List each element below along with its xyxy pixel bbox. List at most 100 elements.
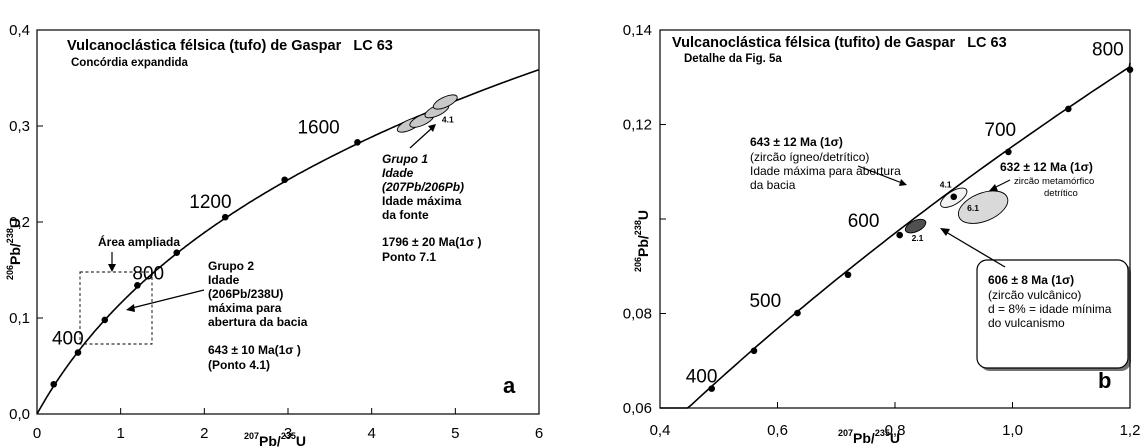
x-tick-label: 0,6 — [767, 422, 788, 439]
y-tick-label: 0,3 — [9, 118, 30, 135]
x-tick-label: 1,2 — [1120, 422, 1141, 439]
group1-age: 1796 ± 20 Ma(1σ ) — [382, 235, 482, 249]
annotation-line: detrítico — [1044, 188, 1078, 199]
annotation-line: da bacia — [750, 178, 796, 192]
concordia-age-point — [1005, 148, 1012, 156]
annotation-arrowhead — [899, 179, 907, 186]
annotation-line: zircão metamórfico — [1014, 176, 1094, 187]
group1-arrow — [409, 127, 433, 149]
group1-line: da fonte — [382, 208, 429, 222]
y-tick-label: 0,2 — [9, 214, 30, 231]
concordia-age-point — [896, 231, 903, 239]
zircon-analysis-ellipse — [958, 190, 1009, 224]
annotation-line: (zircão vulcânico) — [988, 288, 1081, 302]
concordia-age-point — [74, 349, 82, 356]
zircon-2-1-annotation: 606 ± 8 Ma (1σ) (zircão vulcânico) d = 8… — [940, 228, 1131, 371]
annotation-arrow — [993, 179, 1011, 189]
panel-a-xlabel: 207Pb/235U — [244, 431, 306, 448]
annotation-arrowhead — [989, 184, 998, 191]
annotation-line: d = 8% = idade mínima — [988, 302, 1112, 316]
concordia-age-point — [750, 347, 758, 355]
panel-b-concordia-points: 400 500 600 700 800 — [686, 40, 1134, 392]
annotation-age: 643 ± 12 Ma (1σ) — [750, 135, 843, 149]
group1-line: Idade — [382, 166, 414, 180]
y-tick-label: 0,4 — [9, 22, 30, 39]
panel-b-letter: b — [1098, 368, 1111, 393]
concordia-age-point — [101, 316, 109, 324]
concordia-age-label: 800 — [132, 263, 164, 284]
group1-line: Grupo 1 — [382, 152, 428, 166]
concordia-age-label: 600 — [848, 211, 880, 232]
panel-a-ellipses: 4.1 — [396, 94, 458, 133]
x-tick-label: 0,4 — [650, 422, 671, 439]
group1-point: Ponto 7.1 — [382, 250, 436, 264]
panel-b-ylabel: 206Pb/238U — [633, 210, 651, 272]
concordia-age-label: 1600 — [297, 117, 339, 138]
x-tick-label: 2 — [200, 425, 208, 442]
concordia-age-label: 400 — [686, 367, 718, 388]
x-tick-label: 0,8 — [885, 422, 906, 439]
panel-a: 0 1 2 3 4 5 6 0,0 0,1 0,2 0,3 0,4 Área ampliada 4.1… — [5, 22, 543, 448]
group2-line: máxima para — [208, 301, 282, 315]
group1-arrowhead — [428, 124, 436, 132]
y-tick-label: 0,12 — [623, 117, 652, 134]
group2-line: (206Pb/238U) — [208, 287, 283, 301]
group1-line: Idade máxima — [382, 194, 462, 208]
x-tick-label: 1 — [116, 425, 124, 442]
group2-arrowhead — [126, 304, 135, 312]
group2-line: abertura da bacia — [208, 315, 308, 329]
x-tick-label: 5 — [451, 425, 459, 442]
concordia-age-point — [950, 193, 958, 201]
annotation-box — [976, 259, 1129, 369]
zircon-spot-label: 4.1 — [940, 180, 952, 190]
group2-arrow — [131, 289, 205, 309]
concordia-age-point — [844, 271, 852, 279]
concordia-age-label: 800 — [1092, 40, 1124, 61]
annotation-arrow — [857, 165, 903, 184]
panel-b-subtitle: Detalhe da Fig. 5a — [684, 53, 782, 65]
y-tick-label: 0,1 — [9, 310, 30, 327]
concordia-age-point — [708, 385, 715, 392]
annotation-line: Idade máxima para abertura — [750, 164, 901, 178]
panel-a-letter: a — [503, 373, 516, 398]
panel-b-concordia-curve — [660, 62, 1131, 409]
annotation-arrowhead — [940, 228, 950, 236]
y-tick-label: 0,08 — [623, 306, 652, 323]
concordia-age-label: 500 — [749, 291, 781, 312]
concordia-age-point — [794, 309, 801, 317]
zircon-4-1-annotation: 643 ± 12 Ma (1σ) (zircão ígneo/detrítico… — [750, 135, 907, 192]
group1-line: (207Pb/206Pb) — [382, 180, 464, 194]
zircon-spot-label: 6.1 — [967, 203, 979, 213]
group2-line: Grupo 2 — [208, 259, 254, 273]
y-tick-label: 0,0 — [9, 406, 30, 423]
panel-b-ellipses: 4.1 6.1 2.1 — [904, 180, 1009, 243]
concordia-age-point — [1126, 66, 1134, 73]
panel-a-subtitle: Concórdia expandida — [71, 57, 189, 69]
zircon-spot-label: 2.1 — [912, 233, 924, 243]
annotation-line: do vulcanismo — [988, 316, 1065, 330]
zoom-arrowhead — [108, 264, 116, 272]
annotation-age: 632 ± 12 Ma (1σ) — [1000, 160, 1093, 174]
zircon-6-1-annotation: 632 ± 12 Ma (1σ) zircão metamórfico detr… — [989, 160, 1094, 199]
concordia-age-point — [281, 176, 288, 184]
concordia-age-point — [173, 249, 181, 257]
concordia-age-point — [221, 213, 229, 221]
concordia-age-point — [134, 282, 141, 289]
zircon-analysis-ellipse — [904, 218, 927, 234]
annotation-age: 606 ± 8 Ma (1σ) — [988, 273, 1074, 287]
y-tick-label: 0,06 — [623, 400, 652, 417]
group2-annotation: Grupo 2 Idade (206Pb/238U) máxima para a… — [126, 259, 308, 372]
y-tick-label: 0,14 — [623, 22, 652, 39]
annotation-arrow — [945, 231, 1006, 268]
x-tick-label: 4 — [367, 425, 375, 442]
annotation-line: (zircão ígneo/detrítico) — [750, 150, 869, 164]
panel-b-xlabel: 207Pb/235U — [838, 428, 900, 446]
group2-age: 643 ± 10 Ma(1σ ) — [208, 343, 301, 357]
panel-b: 0,4 0,6 0,8 1,0 1,2 0,06 0,08 0,12 0,14 4.1 6.1 2.… — [623, 22, 1141, 446]
panel-b-ticks: 0,4 0,6 0,8 1,0 1,2 0,06 0,08 0,12 0,14 — [623, 22, 1141, 439]
panel-a-frame — [36, 29, 540, 415]
concordia-age-point — [354, 139, 361, 146]
group2-point: (Ponto 4.1) — [208, 358, 270, 372]
group1-annotation: Grupo 1 Idade (207Pb/206Pb) Idade máxima… — [382, 124, 482, 264]
x-tick-label: 6 — [535, 425, 543, 442]
